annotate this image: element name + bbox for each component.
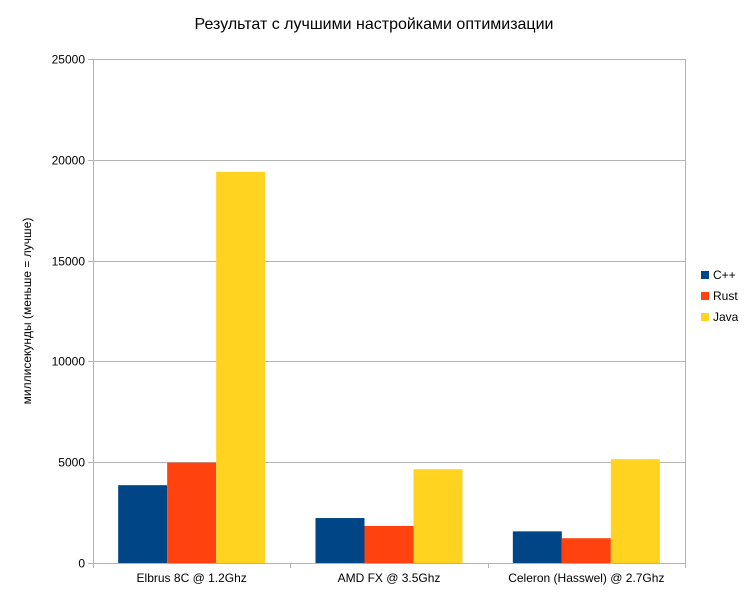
bar-java-2 xyxy=(413,469,463,563)
legend-swatch xyxy=(701,313,709,321)
y-tick-label: 25000 xyxy=(52,53,86,67)
y-tick-label: 10000 xyxy=(52,355,86,369)
y-tick-label: 0 xyxy=(78,557,85,571)
legend-label: Rust xyxy=(713,289,738,303)
y-tick-label: 5000 xyxy=(58,456,85,470)
legend-swatch xyxy=(701,292,709,300)
bar-cpp-3 xyxy=(512,531,562,563)
y-tick-label: 15000 xyxy=(52,255,86,269)
bar-rust-2 xyxy=(364,525,414,563)
y-tick-label: 20000 xyxy=(52,154,86,168)
chart-title: Результат с лучшими настройками оптимиза… xyxy=(195,16,554,33)
x-tick-label: Elbrus 8C @ 1.2Ghz xyxy=(137,571,247,585)
legend-swatch xyxy=(701,271,709,279)
bar-rust-3 xyxy=(561,538,611,563)
x-tick-label: Celeron (Hasswel) @ 2.7Ghz xyxy=(508,571,664,585)
x-tick-label: AMD FX @ 3.5Ghz xyxy=(338,571,441,585)
bar-java-3 xyxy=(610,459,660,563)
bar-cpp-1 xyxy=(118,485,168,563)
y-axis-label: миллисекунды (меньше = лучше) xyxy=(20,218,34,405)
bar-rust-1 xyxy=(167,462,217,563)
legend-label: Java xyxy=(713,310,739,324)
bar-cpp-2 xyxy=(315,518,365,563)
legend-label: C++ xyxy=(713,268,736,282)
bar-java-1 xyxy=(216,171,266,563)
